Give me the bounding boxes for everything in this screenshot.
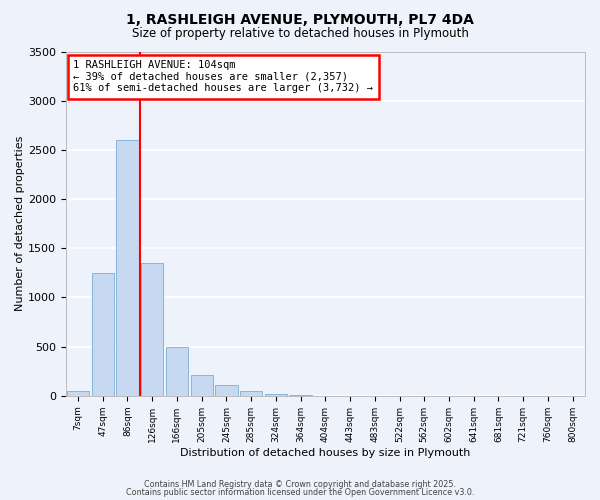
Bar [240,391,262,396]
Y-axis label: Number of detached properties: Number of detached properties [15,136,25,312]
Text: Size of property relative to detached houses in Plymouth: Size of property relative to detached ho… [131,28,469,40]
Text: Contains HM Land Registry data © Crown copyright and database right 2025.: Contains HM Land Registry data © Crown c… [144,480,456,489]
Bar [215,385,238,396]
Bar [166,346,188,396]
X-axis label: Distribution of detached houses by size in Plymouth: Distribution of detached houses by size … [180,448,470,458]
Bar [141,263,163,396]
Bar [67,391,89,396]
Text: Contains public sector information licensed under the Open Government Licence v3: Contains public sector information licen… [126,488,474,497]
Bar [116,140,139,396]
Bar [92,273,114,396]
Bar [191,375,213,396]
Bar [265,394,287,396]
Text: 1, RASHLEIGH AVENUE, PLYMOUTH, PL7 4DA: 1, RASHLEIGH AVENUE, PLYMOUTH, PL7 4DA [126,12,474,26]
Text: 1 RASHLEIGH AVENUE: 104sqm
← 39% of detached houses are smaller (2,357)
61% of s: 1 RASHLEIGH AVENUE: 104sqm ← 39% of deta… [73,60,373,94]
